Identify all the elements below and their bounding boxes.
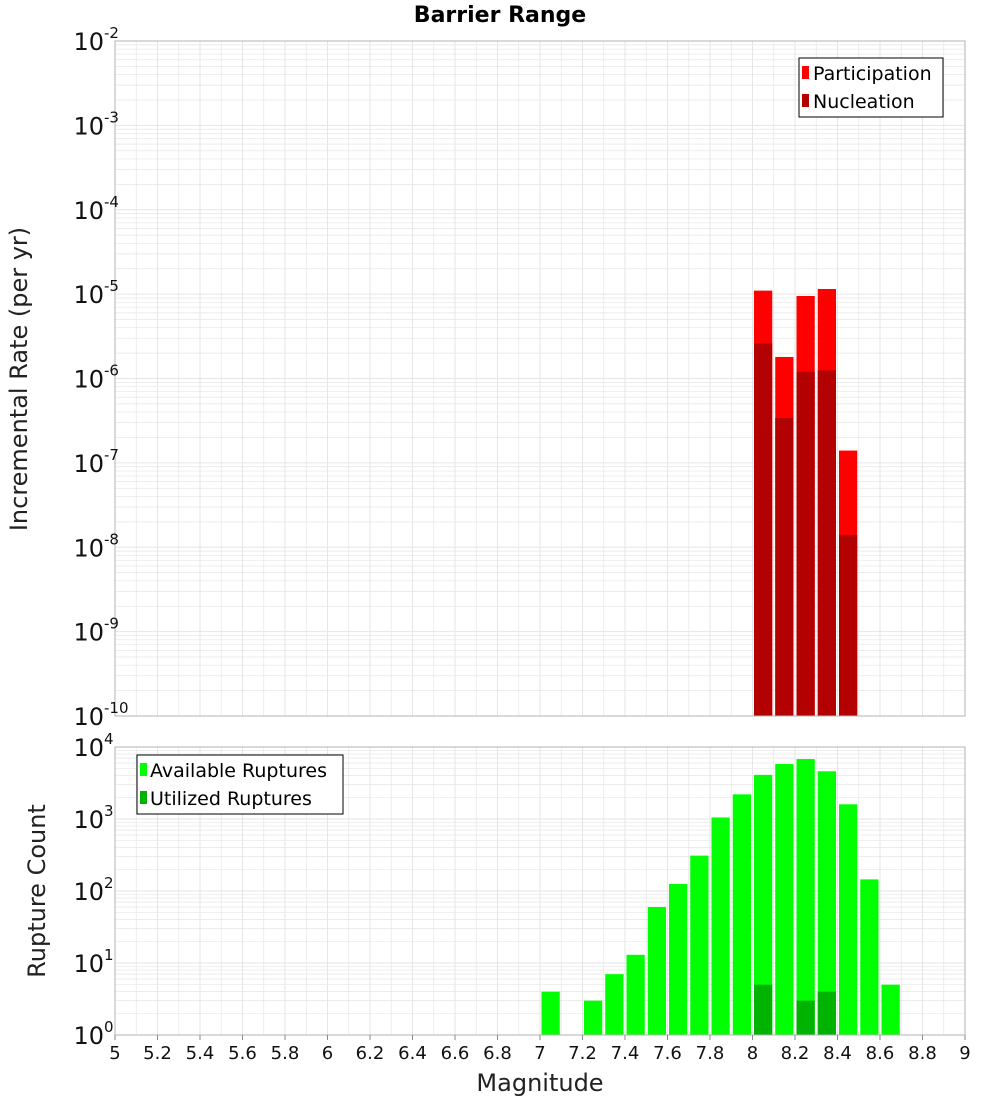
- y-tick-exponent: -5: [104, 277, 119, 295]
- legend-nucleation-swatch: [802, 94, 809, 107]
- y-tick-label: 10: [73, 619, 104, 647]
- bottom-plot-bars: [541, 759, 900, 1035]
- legend-utilized-label: Utilized Ruptures: [150, 788, 312, 810]
- x-tick-label: 8.4: [823, 1043, 852, 1064]
- available-ruptures-bar: [541, 991, 560, 1035]
- available-ruptures-bar: [626, 954, 645, 1035]
- available-ruptures-bar: [690, 855, 709, 1035]
- x-tick-label: 8.2: [781, 1043, 810, 1064]
- nucleation-bar: [796, 371, 815, 716]
- y-tick-label: 10: [73, 112, 104, 140]
- available-ruptures-bar: [796, 759, 815, 1035]
- available-ruptures-bar: [839, 804, 858, 1035]
- top-y-axis-label: Incremental Rate (per yr): [5, 227, 33, 531]
- utilized-ruptures-bar: [817, 991, 836, 1035]
- available-ruptures-bar: [775, 764, 794, 1035]
- available-ruptures-bar: [860, 879, 879, 1035]
- legend-participation-swatch: [802, 66, 809, 79]
- y-tick-label: 10: [73, 281, 104, 309]
- x-tick-label: 5.2: [143, 1043, 172, 1064]
- x-tick-label: 8.6: [866, 1043, 895, 1064]
- y-tick-exponent: 2: [104, 874, 114, 892]
- y-tick-label: 10: [73, 366, 104, 394]
- y-tick-exponent: -4: [104, 193, 119, 211]
- utilized-ruptures-bar: [796, 1000, 815, 1035]
- available-ruptures-bar: [732, 794, 751, 1035]
- y-tick-exponent: 1: [104, 946, 114, 964]
- top-plot-bars: [754, 289, 858, 716]
- y-tick-exponent: -8: [104, 530, 119, 548]
- x-tick-label: 6.6: [441, 1043, 470, 1064]
- legend-available-label: Available Ruptures: [150, 760, 327, 782]
- top-plot-grid: [114, 41, 966, 717]
- y-tick-label: 10: [73, 28, 104, 56]
- x-tick-label: 6.4: [398, 1043, 427, 1064]
- top-legend-box: [798, 57, 944, 118]
- x-tick-label: 5: [109, 1043, 120, 1064]
- legend-utilized-swatch: [140, 791, 147, 804]
- available-ruptures-bar: [605, 974, 624, 1035]
- y-tick-exponent: 0: [104, 1018, 114, 1036]
- y-tick-label: 10: [73, 534, 104, 562]
- y-tick-exponent: 4: [104, 730, 114, 748]
- legend-participation-label: Participation: [813, 63, 932, 85]
- nucleation-bar: [754, 343, 773, 716]
- x-axis-label: Magnitude: [476, 1069, 603, 1097]
- y-tick-label: 10: [73, 703, 104, 731]
- utilized-ruptures-bar: [754, 984, 773, 1035]
- x-tick-label: 9: [959, 1043, 970, 1064]
- y-tick-exponent: -6: [104, 362, 119, 380]
- x-tick-label: 5.4: [186, 1043, 215, 1064]
- x-tick-label: 8.8: [908, 1043, 937, 1064]
- x-tick-label: 7.2: [568, 1043, 597, 1064]
- nucleation-bar: [839, 534, 858, 716]
- x-tick-label: 7.4: [611, 1043, 640, 1064]
- x-tick-label: 5.6: [228, 1043, 257, 1064]
- available-ruptures-bar: [584, 1000, 603, 1035]
- y-tick-label: 10: [73, 950, 104, 978]
- available-ruptures-bar: [647, 906, 666, 1035]
- bottom-legend-box: [136, 754, 344, 815]
- bottom-y-axis-label: Rupture Count: [23, 804, 51, 978]
- y-tick-exponent: -10: [104, 699, 129, 717]
- top-plot-frame: [114, 40, 966, 717]
- top-legend: Participation Nucleation: [798, 57, 944, 118]
- y-tick-label: 10: [73, 734, 104, 762]
- x-axis-ticks: 5 5.2 5.4 5.6 5.8 6 6.2 6.4 6.6 6.8 7 7.2 7.4 7.6 7.8 8…: [109, 1035, 971, 1064]
- nucleation-bar: [817, 370, 836, 716]
- x-tick-label: 7.6: [653, 1043, 682, 1064]
- y-tick-exponent: -3: [104, 108, 119, 126]
- chart-title: Barrier Range: [414, 3, 586, 28]
- legend-nucleation-label: Nucleation: [813, 91, 915, 113]
- y-tick-label: 10: [73, 878, 104, 906]
- x-tick-label: 6.8: [483, 1043, 512, 1064]
- x-tick-label: 7: [534, 1043, 545, 1064]
- x-tick-label: 6.2: [356, 1043, 385, 1064]
- available-ruptures-bar: [881, 984, 900, 1035]
- y-tick-label: 10: [73, 1022, 104, 1050]
- available-ruptures-bar: [817, 771, 836, 1035]
- available-ruptures-bar: [711, 817, 730, 1035]
- y-tick-label: 10: [73, 806, 104, 834]
- x-tick-label: 7.8: [696, 1043, 725, 1064]
- x-tick-label: 8: [747, 1043, 758, 1064]
- y-tick-exponent: 3: [104, 802, 114, 820]
- legend-available-swatch: [140, 763, 147, 776]
- y-tick-label: 10: [73, 450, 104, 478]
- y-tick-exponent: -7: [104, 446, 119, 464]
- available-ruptures-bar: [669, 884, 688, 1035]
- x-tick-label: 5.8: [271, 1043, 300, 1064]
- y-tick-exponent: -2: [104, 24, 119, 42]
- y-tick-label: 10: [73, 197, 104, 225]
- y-tick-exponent: -9: [104, 615, 119, 633]
- bottom-legend: Available Ruptures Utilized Ruptures: [136, 754, 344, 815]
- x-tick-label: 6: [322, 1043, 333, 1064]
- available-ruptures-bar: [754, 774, 773, 1035]
- nucleation-bar: [775, 418, 794, 716]
